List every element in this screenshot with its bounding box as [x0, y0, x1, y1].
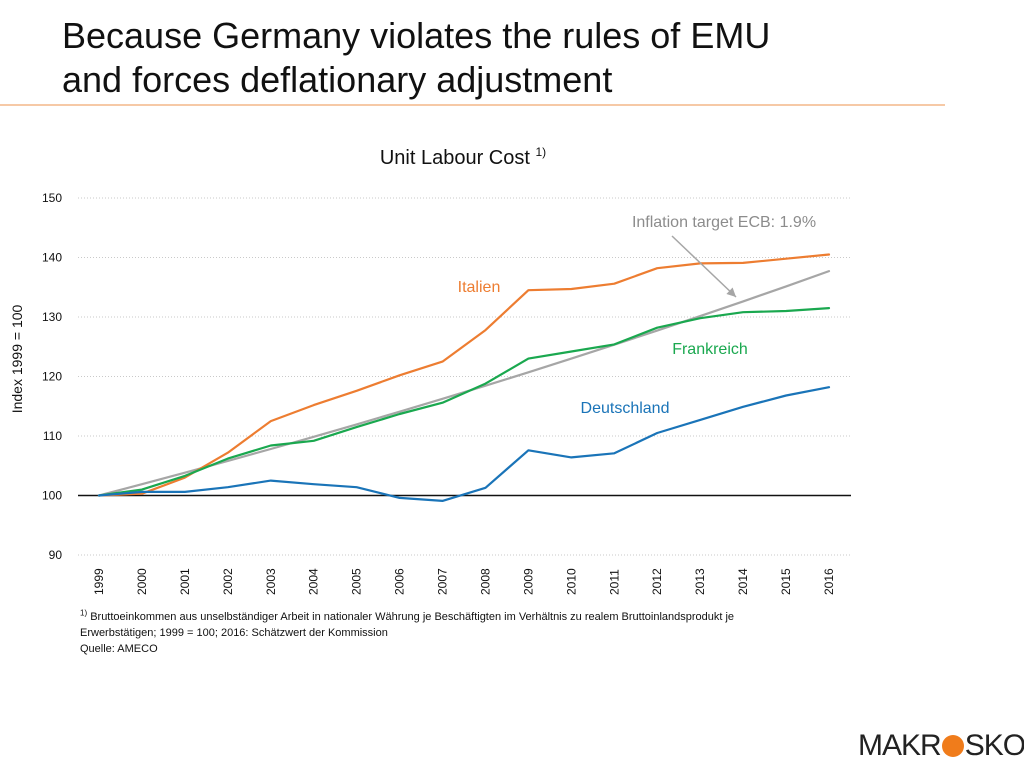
x-tick-label-2005: 2005 [350, 568, 364, 595]
x-tick-label-2016: 2016 [822, 568, 836, 595]
series-label-italien: Italien [458, 279, 501, 296]
logo-text-right: SKOP [964, 729, 1024, 762]
x-tick-label-2008: 2008 [478, 568, 492, 595]
y-tick-label-90: 90 [49, 548, 63, 562]
footnote-text-1: Bruttoeinkommen aus unselbständiger Arbe… [90, 611, 735, 623]
title-line-1: Because Germany violates the rules of EM… [62, 15, 771, 56]
logo-dot-icon [941, 735, 964, 757]
x-tick-labels: 1999 2000 2001 2002 2003 2004 2005 2006 2007 2008… [92, 568, 836, 595]
x-tick-label-2004: 2004 [307, 568, 321, 595]
x-tick-label-1999: 1999 [92, 568, 106, 595]
y-tick-label-140: 140 [42, 251, 62, 265]
page-title: Because Germany violates the rules of EM… [62, 14, 882, 102]
title-divider [0, 104, 945, 106]
x-tick-label-2003: 2003 [264, 568, 278, 595]
chart-title: Unit Labour Cost 1) [380, 145, 546, 169]
y-tick-label-130: 130 [42, 310, 62, 324]
footnote-marker: 1) [80, 608, 88, 618]
footnote-line-1: 1) Bruttoeinkommen aus unselbständiger A… [80, 609, 820, 625]
y-tick-label-110: 110 [43, 429, 62, 443]
annotation-arrowhead-icon [726, 287, 736, 297]
chart-title-superscript: 1) [535, 145, 546, 159]
chart-title-text: Unit Labour Cost [380, 147, 531, 169]
x-tick-label-2006: 2006 [393, 568, 407, 595]
x-tick-label-2012: 2012 [650, 568, 664, 595]
series-lines [97, 253, 831, 502]
x-tick-label-2013: 2013 [693, 568, 707, 595]
series-label-inflation-target-ecb-1-9: Inflation target ECB: 1.9% [632, 214, 816, 231]
x-tick-label-2011: 2011 [607, 569, 621, 595]
x-tick-label-2002: 2002 [221, 568, 235, 595]
x-tick-label-2001: 2001 [178, 568, 192, 595]
series-label-deutschland: Deutschland [581, 400, 670, 417]
y-tick-labels: 90 100 110 120 130 140 150 [42, 191, 62, 562]
x-tick-label-2007: 2007 [436, 568, 450, 595]
x-tick-label-2015: 2015 [779, 568, 793, 595]
footnote: 1) Bruttoeinkommen aus unselbständiger A… [80, 609, 820, 657]
y-tick-label-150: 150 [42, 191, 62, 205]
series-label-frankreich: Frankreich [672, 341, 748, 358]
y-axis-label: Index 1999 = 100 [9, 304, 25, 413]
series-line-inflation-target-ecb-1-9 [97, 270, 831, 497]
annotations: Italien Frankreich Deutschland Inflation ta… [458, 214, 816, 417]
x-tick-label-2014: 2014 [736, 568, 750, 595]
series-line-deutschland [97, 386, 831, 502]
y-tick-label-120: 120 [42, 370, 62, 384]
logo-text-left: MAKR [858, 729, 942, 762]
x-tick-label-2009: 2009 [521, 568, 535, 595]
series-line-frankreich [97, 307, 831, 497]
line-chart: Unit Labour Cost 1) Index 1999 = 100 90 1… [9, 145, 851, 595]
footnote-source: Quelle: AMECO [80, 643, 158, 655]
x-tick-label-2010: 2010 [564, 568, 578, 595]
title-line-2: and forces deflationary adjustment [62, 59, 613, 100]
footnote-line-2: Erwerbstätigen; 1999 = 100; 2016: Schätz… [80, 627, 388, 639]
annotation-arrow [671, 235, 737, 298]
grid-lines [78, 197, 851, 556]
x-tick-label-2000: 2000 [135, 568, 149, 595]
makroskop-logo: MAKR SKOP [858, 728, 1024, 764]
series-line-italien [97, 253, 831, 497]
y-tick-label-100: 100 [42, 489, 62, 503]
